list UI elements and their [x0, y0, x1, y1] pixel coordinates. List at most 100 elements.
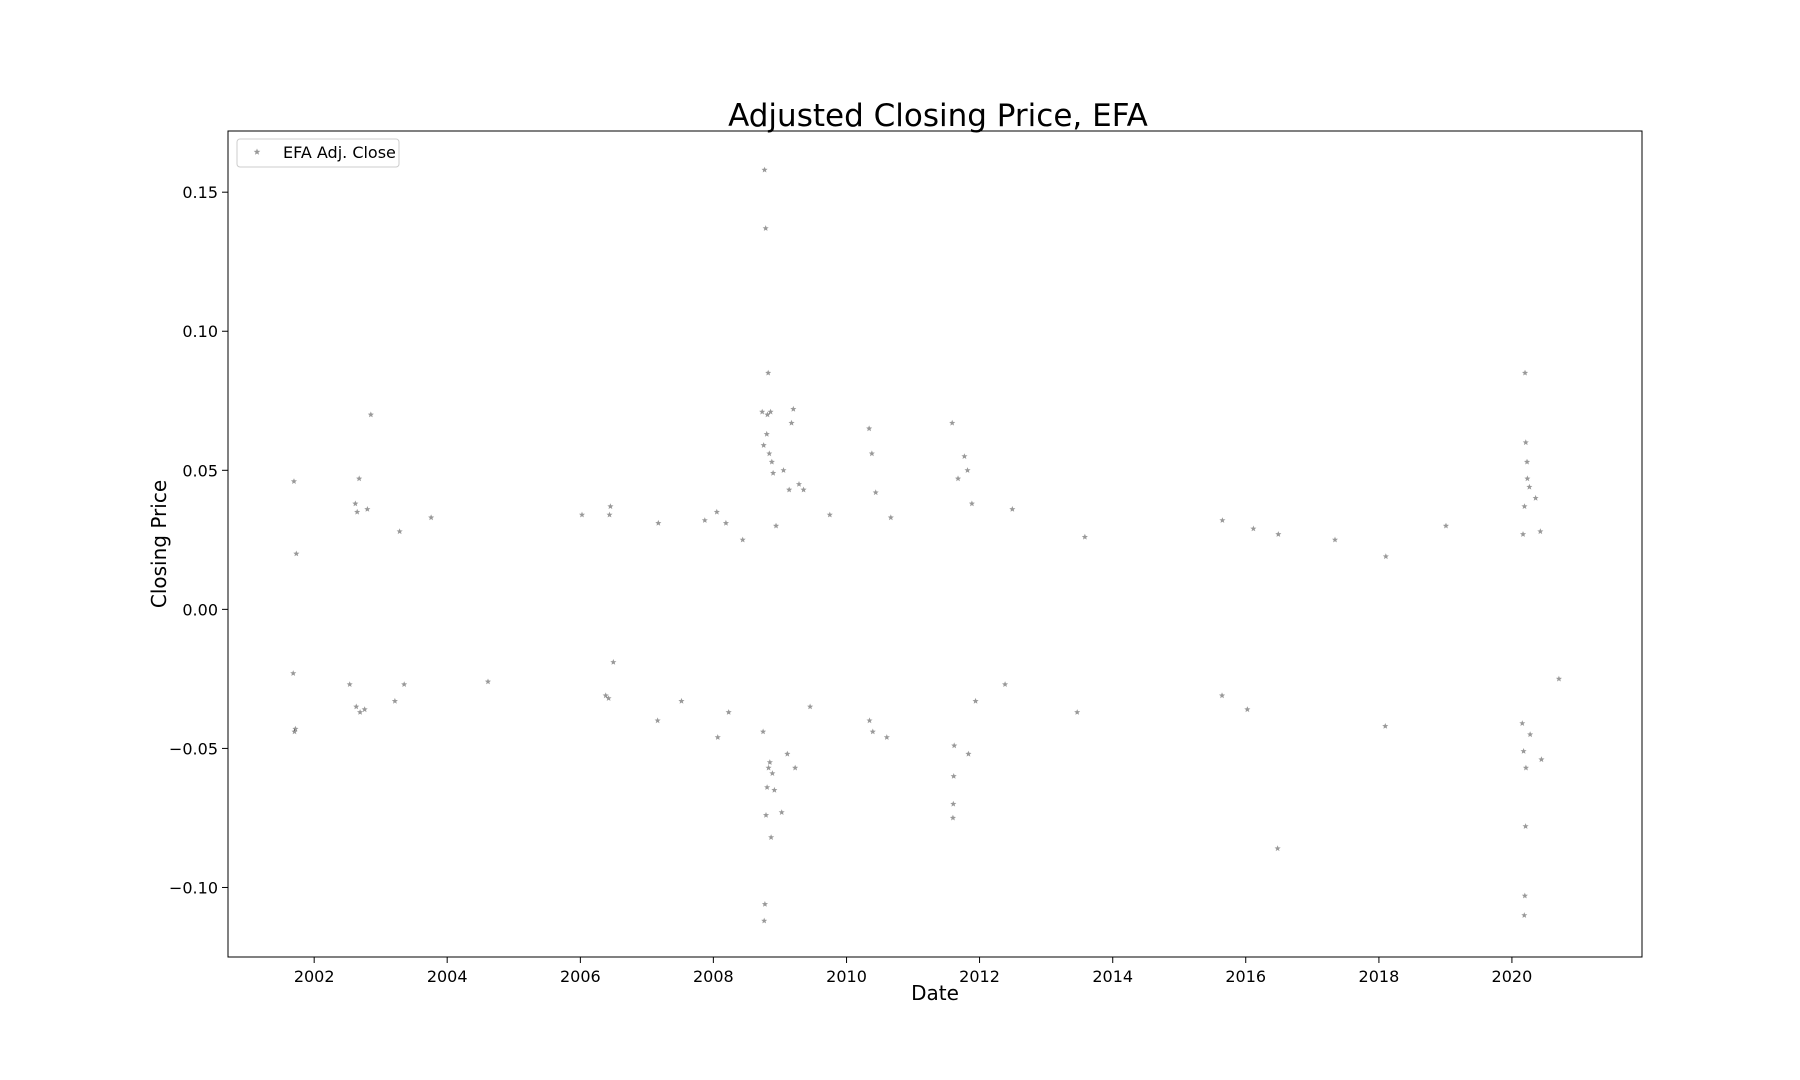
- data-point: [367, 411, 374, 418]
- data-point: [1442, 522, 1449, 529]
- data-point: [290, 478, 297, 484]
- data-point: [761, 166, 768, 173]
- data-point: [950, 773, 957, 779]
- data-point: [780, 467, 787, 473]
- legend-box: [236, 138, 400, 168]
- data-point: [790, 405, 797, 412]
- data-point: [1522, 764, 1529, 771]
- data-point: [883, 734, 890, 740]
- data-point: [760, 442, 767, 448]
- data-point: [763, 430, 770, 437]
- data-point: [293, 550, 300, 557]
- x-axis: 2002 2004 2006 2008 2010 2012 2014 2016 2018 2020: [294, 957, 1532, 986]
- data-point: [764, 784, 771, 790]
- data-point: [606, 511, 613, 518]
- data-point: [792, 764, 799, 771]
- data-point: [770, 469, 777, 476]
- y-axis-label: Closing Price: [147, 480, 171, 608]
- data-point: [778, 809, 785, 815]
- y-tick-label: 0.15: [182, 183, 218, 202]
- data-point: [1081, 533, 1088, 540]
- data-point: [1250, 525, 1257, 532]
- data-point: [356, 475, 363, 482]
- data-point: [353, 703, 360, 710]
- data-point: [346, 681, 353, 687]
- data-point: [678, 697, 685, 704]
- data-point: [765, 369, 772, 376]
- data-point: [1332, 536, 1338, 543]
- legend-marker-star: [253, 148, 261, 155]
- y-tick-label: −0.05: [169, 739, 218, 758]
- data-point: [800, 486, 807, 493]
- x-tick-label: 2006: [560, 967, 601, 986]
- data-point: [826, 511, 833, 518]
- x-axis-label: Date: [911, 981, 959, 1005]
- data-point: [1002, 681, 1009, 687]
- data-point: [352, 500, 359, 507]
- points-layer: [290, 166, 1562, 924]
- data-point: [291, 728, 298, 735]
- data-point: [807, 703, 814, 710]
- data-point: [765, 764, 772, 771]
- data-point: [1275, 531, 1282, 537]
- data-point: [364, 506, 371, 512]
- data-point: [607, 503, 614, 509]
- data-point: [605, 695, 612, 701]
- data-point: [1521, 503, 1528, 509]
- x-tick-label: 2010: [826, 967, 867, 986]
- data-point: [354, 508, 361, 515]
- data-point: [786, 486, 793, 493]
- data-point: [869, 728, 876, 735]
- data-point: [1522, 439, 1529, 446]
- data-point: [579, 511, 585, 518]
- data-point: [788, 419, 795, 426]
- y-tick-label: 0.00: [182, 600, 218, 619]
- data-point: [290, 670, 297, 676]
- data-point: [1520, 531, 1527, 537]
- data-point: [760, 728, 767, 735]
- data-point: [1274, 845, 1281, 852]
- data-point: [1520, 748, 1527, 754]
- data-point: [955, 475, 962, 482]
- x-tick-label: 2016: [1225, 967, 1266, 986]
- data-point: [866, 717, 873, 724]
- data-point: [1526, 483, 1533, 490]
- data-point: [714, 734, 721, 740]
- data-point: [761, 901, 768, 907]
- data-point: [795, 481, 802, 487]
- data-point: [1524, 475, 1531, 482]
- data-point: [1521, 892, 1528, 899]
- data-point: [655, 519, 662, 526]
- data-point: [759, 408, 766, 415]
- data-point: [610, 659, 617, 665]
- data-point: [872, 489, 879, 496]
- data-point: [1522, 823, 1529, 829]
- legend-label: EFA Adj. Close: [283, 143, 396, 162]
- data-point: [965, 750, 972, 757]
- data-point: [739, 536, 746, 543]
- x-tick-label: 2012: [959, 967, 1000, 986]
- data-point: [769, 770, 776, 776]
- data-point: [1009, 506, 1016, 512]
- data-point: [949, 419, 956, 426]
- data-point: [763, 812, 770, 818]
- data-point: [961, 453, 968, 459]
- y-tick-label: 0.10: [182, 322, 218, 341]
- data-point: [292, 725, 299, 732]
- x-tick-label: 2014: [1092, 967, 1133, 986]
- data-point: [1538, 756, 1545, 763]
- data-point: [484, 678, 491, 685]
- data-point: [1524, 458, 1531, 465]
- data-point: [701, 517, 708, 523]
- data-point: [773, 522, 780, 529]
- data-point: [361, 706, 368, 713]
- data-point: [1555, 675, 1562, 682]
- data-point: [761, 917, 768, 924]
- data-point: [401, 681, 408, 687]
- data-point: [357, 709, 364, 715]
- data-point: [768, 834, 775, 840]
- data-point: [396, 528, 403, 535]
- data-point: [1522, 369, 1529, 376]
